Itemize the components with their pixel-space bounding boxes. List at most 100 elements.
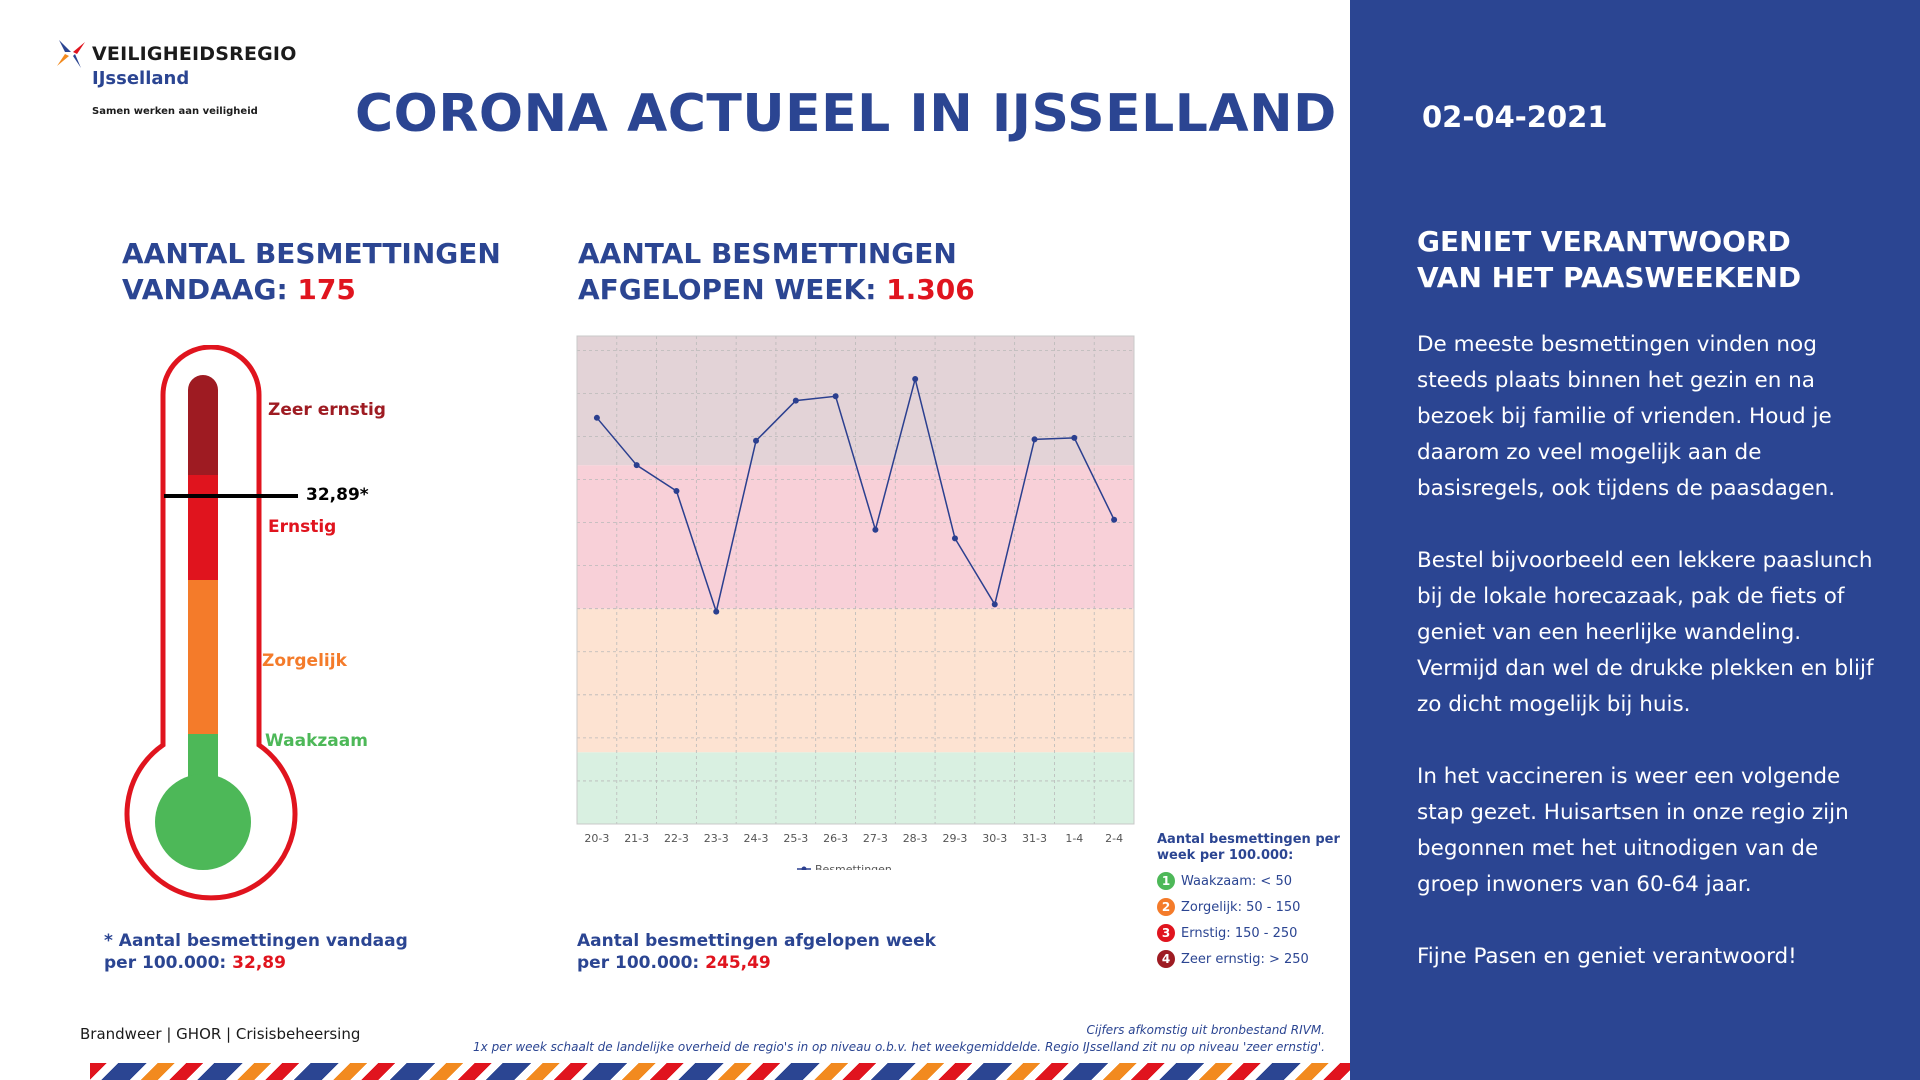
chart-x-tick-label: 22-3	[664, 832, 689, 845]
footer-organisations: Brandweer | GHOR | Crisisbeheersing	[80, 1025, 361, 1043]
date: 02-04-2021	[1422, 100, 1608, 134]
week-heading-line2: AFGELOPEN WEEK: 1.306	[578, 272, 975, 308]
level-zeer-ernstig-segment	[188, 375, 218, 475]
side-paragraph-4: Fijne Pasen en geniet verantwoord!	[1417, 944, 1797, 969]
week-per100k-label2: per 100.000:	[577, 953, 700, 973]
level-legend: Aantal besmettingen per week per 100.000…	[1157, 832, 1347, 968]
chart-data-point	[1031, 436, 1038, 443]
week-heading: AANTAL BESMETTINGEN AFGELOPEN WEEK: 1.30…	[578, 236, 975, 308]
legend-number-badge: 3	[1157, 924, 1175, 942]
chart-x-tick-label: 29-3	[942, 832, 967, 845]
side-panel: 02-04-2021 GENIET VERANTWOORD VAN HET PA…	[1350, 0, 1920, 1080]
chart-data-point	[633, 462, 640, 469]
today-heading: AANTAL BESMETTINGEN VANDAAG: 175	[122, 236, 501, 308]
chart-data-point	[673, 488, 680, 495]
thermometer-graphic	[124, 344, 298, 901]
logo-name: VEILIGHEIDSREGIO	[92, 43, 297, 65]
chart-data-point	[792, 397, 799, 404]
chart-x-tick-label: 28-3	[903, 832, 928, 845]
logo-tagline: Samen werken aan veiligheid	[92, 106, 258, 117]
logo-star-icon	[57, 40, 85, 68]
today-heading-line1: AANTAL BESMETTINGEN	[122, 237, 501, 270]
chart-data-point	[832, 393, 839, 400]
side-paragraph-3: In het vaccineren is weer een volgende s…	[1417, 764, 1849, 897]
chart-series-line	[596, 378, 1115, 615]
legend-item: 2 Zorgelijk: 50 - 150	[1157, 898, 1347, 916]
today-heading-prefix: VANDAAG:	[122, 273, 288, 306]
logo-region: IJsselland	[92, 68, 190, 89]
thermometer-bulb	[155, 774, 251, 870]
chart-plot-frame	[576, 335, 1135, 825]
week-heading-prefix: AFGELOPEN WEEK:	[578, 273, 877, 306]
label-ernstig: Ernstig	[268, 517, 337, 537]
chart-data-point	[753, 437, 760, 444]
side-title-line2: VAN HET PAASWEEKEND	[1417, 261, 1802, 294]
chart-x-tick-label: 27-3	[863, 832, 888, 845]
chart-x-tick-label: 26-3	[823, 832, 848, 845]
chart-data-point	[1111, 516, 1118, 523]
legend-item-label: Zorgelijk: 50 - 150	[1181, 899, 1301, 915]
legend-item-label: Ernstig: 150 - 250	[1181, 925, 1298, 941]
side-paragraph-1: De meeste besmettingen vinden nog steeds…	[1417, 332, 1836, 501]
today-per100k-value: 32,89	[232, 953, 286, 973]
legend-number-badge: 4	[1157, 950, 1175, 968]
footer-source-note: Cijfers afkomstig uit bronbestand RIVM. …	[473, 1022, 1325, 1056]
label-zorgelijk: Zorgelijk	[262, 651, 347, 671]
today-value: 175	[297, 273, 356, 306]
today-heading-line2: VANDAAG: 175	[122, 272, 501, 308]
legend-item-label: Zeer ernstig: > 250	[1181, 951, 1309, 967]
week-heading-line1: AANTAL BESMETTINGEN	[578, 237, 957, 270]
week-value: 1.306	[886, 273, 975, 306]
legend-number-badge: 2	[1157, 898, 1175, 916]
level-ernstig-segment	[188, 475, 218, 580]
week-per100k-value: 245,49	[705, 953, 771, 973]
chart-x-tick-label: 21-3	[624, 832, 649, 845]
chart-data-point	[713, 608, 720, 615]
chart-legend-marker	[801, 866, 807, 872]
legend-item: 1 Waakzaam: < 50	[1157, 872, 1347, 890]
weekly-chart-svg: 20-3 21-3 22-3 23-3 24-3 25-3 26-3 27-3 28-3 29-3…	[576, 335, 1135, 876]
weekly-chart: 20-3 21-3 22-3 23-3 24-3 25-3 26-3 27-3 28-3 29-3…	[560, 330, 1140, 876]
page-title: CORONA ACTUEEL IN IJSSELLAND	[355, 84, 1337, 144]
today-per100k-label1: * Aantal besmettingen vandaag	[104, 931, 408, 951]
legend-number-badge: 1	[1157, 872, 1175, 890]
today-per100k-note: * Aantal besmettingen vandaag per 100.00…	[104, 930, 408, 974]
chart-data-point	[1071, 434, 1078, 441]
chart-data-point	[872, 526, 879, 533]
legend-item-label: Waakzaam: < 50	[1181, 873, 1292, 889]
chart-data-point	[991, 601, 998, 608]
today-per100k-line2: per 100.000: 32,89	[104, 952, 408, 974]
main-panel: VEILIGHEIDSREGIO IJsselland Samen werken…	[57, 40, 1350, 1080]
side-paragraph-2: Bestel bijvoorbeeld een lekkere paaslunc…	[1417, 548, 1874, 717]
chart-data-point	[951, 535, 958, 542]
chart-x-tick-label: 20-3	[584, 832, 609, 845]
chart-data-point	[593, 414, 600, 421]
thermometer-marker-value: 32,89*	[306, 485, 369, 505]
chart-legend-label: Besmettingen	[815, 863, 892, 870]
legend-title: Aantal besmettingen per week per 100.000…	[1157, 832, 1340, 863]
airmail-stripe	[90, 1063, 1350, 1080]
side-title: GENIET VERANTWOORD VAN HET PAASWEEKEND	[1417, 224, 1801, 296]
footer-source-line1: Cijfers afkomstig uit bronbestand RIVM.	[1086, 1023, 1326, 1037]
chart-x-tick-label: 2-4	[1105, 832, 1123, 845]
label-zeer-ernstig: Zeer ernstig	[268, 400, 386, 420]
side-title-line1: GENIET VERANTWOORD	[1417, 225, 1791, 258]
week-per100k-line2: per 100.000: 245,49	[577, 952, 936, 974]
chart-x-tick-label: 25-3	[783, 832, 808, 845]
chart-x-tick-label: 30-3	[982, 832, 1007, 845]
footer-source-line2: 1x per week schaalt de landelijke overhe…	[473, 1040, 1325, 1054]
chart-x-tick-label: 1-4	[1065, 832, 1083, 845]
thermometer: Zeer ernstig 32,89* Ernstig Zorgelijk Wa…	[110, 344, 410, 915]
week-per100k-label1: Aantal besmettingen afgelopen week	[577, 931, 936, 951]
week-per100k-note: Aantal besmettingen afgelopen week per 1…	[577, 930, 936, 974]
chart-x-tick-label: 24-3	[744, 832, 769, 845]
legend-item: 3 Ernstig: 150 - 250	[1157, 924, 1347, 942]
chart-x-tick-label: 23-3	[704, 832, 729, 845]
legend-item: 4 Zeer ernstig: > 250	[1157, 950, 1347, 968]
level-zorgelijk-segment	[188, 580, 218, 735]
level-waakzaam-segment	[188, 734, 218, 779]
chart-level-band	[577, 336, 1134, 466]
today-per100k-label2: per 100.000:	[104, 953, 227, 973]
label-waakzaam: Waakzaam	[265, 731, 368, 751]
chart-x-tick-label: 31-3	[1022, 832, 1047, 845]
